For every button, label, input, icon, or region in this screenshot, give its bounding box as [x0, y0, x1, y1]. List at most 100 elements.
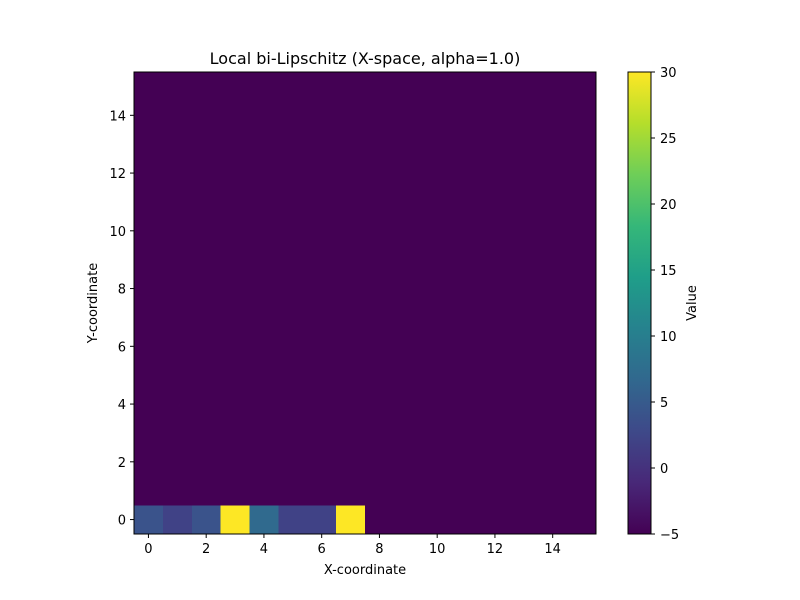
heatmap-cell	[393, 303, 424, 333]
heatmap-cell	[509, 418, 539, 448]
heatmap-cell	[509, 129, 539, 160]
heatmap-cell	[480, 418, 510, 448]
heatmap-cell	[336, 216, 366, 246]
heatmap-cell	[249, 331, 279, 362]
heatmap-cell	[538, 274, 568, 304]
heatmap-cell	[422, 360, 453, 391]
heatmap-cell	[220, 331, 250, 362]
heatmap-cell	[134, 505, 164, 535]
heatmap-cell	[249, 187, 279, 217]
heatmap-cell	[336, 129, 366, 160]
heatmap-cell	[220, 274, 250, 304]
heatmap-cell	[509, 447, 539, 477]
heatmap-cell	[480, 303, 510, 333]
heatmap-cell	[480, 158, 510, 188]
heatmap-cell	[509, 303, 539, 333]
heatmap-cell	[567, 100, 597, 131]
heatmap-cell	[365, 476, 395, 506]
heatmap-cell	[278, 158, 308, 188]
heatmap-cell	[567, 303, 597, 333]
x-axis-label: X-coordinate	[324, 563, 406, 578]
heatmap-cell	[393, 476, 424, 506]
y-tick-label: 6	[118, 340, 126, 355]
heatmap-cell	[162, 274, 193, 304]
heatmap-cell	[249, 100, 279, 131]
heatmap-cell	[278, 72, 308, 102]
y-tick-label: 2	[118, 456, 126, 471]
heatmap-cell	[220, 303, 250, 333]
heatmap-cell	[365, 245, 395, 275]
heatmap-cell	[538, 389, 568, 419]
heatmap-cell	[538, 360, 568, 391]
heatmap-cell	[220, 476, 250, 506]
heatmap-cell	[567, 129, 597, 160]
x-tick-label: 14	[544, 542, 561, 557]
heatmap-cell	[162, 418, 193, 448]
heatmap-cell	[365, 187, 395, 217]
heatmap-cell	[278, 129, 308, 160]
heatmap-cell	[480, 331, 510, 362]
heatmap-cell	[134, 129, 164, 160]
heatmap-cell	[162, 216, 193, 246]
heatmap-cell	[393, 158, 424, 188]
heatmap-cell	[336, 476, 366, 506]
heatmap-cell	[451, 274, 481, 304]
heatmap-cell	[393, 216, 424, 246]
heatmap-cell	[365, 389, 395, 419]
heatmap-cell	[509, 389, 539, 419]
heatmap-cell	[307, 187, 337, 217]
heatmap-cell	[509, 476, 539, 506]
heatmap-cell	[191, 187, 222, 217]
y-tick-label: 8	[118, 283, 126, 298]
heatmap-cell	[538, 331, 568, 362]
heatmap-cell	[393, 274, 424, 304]
x-tick-label: 10	[429, 542, 446, 557]
heatmap-cell	[249, 72, 279, 102]
heatmap-cell	[134, 274, 164, 304]
heatmap-cell	[220, 245, 250, 275]
heatmap-cell	[451, 72, 481, 102]
colorbar-tick-label: 30	[660, 66, 677, 81]
heatmap-cell	[509, 274, 539, 304]
heatmap-cell	[480, 360, 510, 391]
heatmap-cell	[451, 100, 481, 131]
heatmap-cell	[509, 72, 539, 102]
heatmap-cell	[162, 331, 193, 362]
heatmap-cell	[191, 418, 222, 448]
heatmap-cell	[307, 389, 337, 419]
heatmap-cell	[451, 505, 481, 535]
heatmap-cell	[393, 505, 424, 535]
colorbar	[628, 72, 651, 534]
heatmap-cell	[336, 331, 366, 362]
heatmap-cell	[220, 216, 250, 246]
heatmap-cell	[220, 389, 250, 419]
heatmap-cell	[509, 158, 539, 188]
heatmap-cell	[365, 331, 395, 362]
colorbar-tick-label: 25	[660, 132, 677, 147]
heatmap-cell	[134, 476, 164, 506]
heatmap-cell	[538, 187, 568, 217]
heatmap-cell	[451, 418, 481, 448]
heatmap-cell	[220, 505, 250, 535]
heatmap-cell	[422, 476, 453, 506]
heatmap-cell	[567, 447, 597, 477]
heatmap-cell	[451, 216, 481, 246]
heatmap-cell	[191, 100, 222, 131]
heatmap-cell	[567, 187, 597, 217]
heatmap-cell	[307, 274, 337, 304]
heatmap-cell	[162, 72, 193, 102]
heatmap-cell	[307, 505, 337, 535]
heatmap-cell	[393, 447, 424, 477]
heatmap-cell	[249, 389, 279, 419]
heatmap-cell	[538, 72, 568, 102]
heatmap-cell	[422, 187, 453, 217]
heatmap-cell	[538, 245, 568, 275]
heatmap-cell	[307, 129, 337, 160]
heatmap-cell	[336, 389, 366, 419]
heatmap-cell	[509, 505, 539, 535]
heatmap-cell	[278, 303, 308, 333]
heatmap-cell	[307, 418, 337, 448]
heatmap-cell	[162, 447, 193, 477]
heatmap-cell	[220, 418, 250, 448]
heatmap-cell	[220, 158, 250, 188]
